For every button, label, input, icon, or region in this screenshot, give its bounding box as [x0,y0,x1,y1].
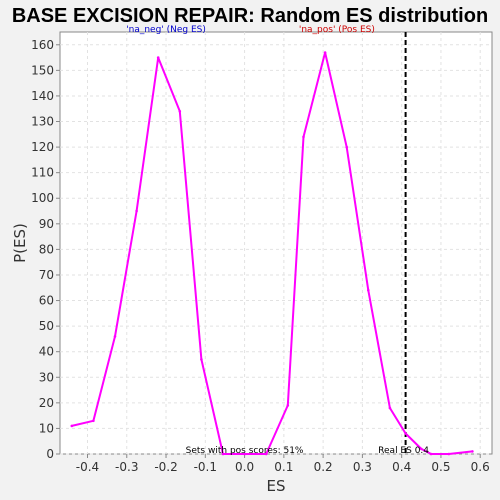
x-tick-label: -0.2 [154,460,177,474]
x-tick-label: 0.1 [274,460,293,474]
y-tick-label: 60 [39,294,54,308]
data-point [447,452,451,456]
x-tick-label: -0.3 [115,460,138,474]
y-tick-label: 120 [31,140,54,154]
x-tick-label: 0.6 [471,460,490,474]
y-tick-label: 100 [31,191,54,205]
data-point [345,145,349,149]
data-point [420,447,423,451]
y-tick-label: 30 [39,370,54,384]
pos-es-legend-label: 'na_pos' (Pos ES) [299,25,375,35]
data-point [221,452,225,456]
data-point [243,452,246,456]
x-tick-label: 0.3 [353,460,372,474]
y-tick-label: 90 [39,217,54,231]
data-point [156,56,160,59]
data-point [286,404,290,407]
data-point [264,452,268,456]
data-point [302,135,305,139]
data-point [388,406,392,410]
y-tick-label: 140 [31,89,54,103]
pos-scores-note: Sets with pos scores: 51% [186,446,304,456]
neg-es-legend-label: 'na_neg' (Neg ES) [126,25,206,35]
y-tick-label: 20 [39,396,54,410]
data-point [92,419,95,423]
x-axis-label: ES [267,477,286,495]
y-tick-label: 40 [39,345,54,359]
chart-title: BASE EXCISION REPAIR: Random ES distribu… [12,5,488,27]
y-tick-label: 110 [31,166,54,180]
y-axis-ticks: 0 10 20 30 40 50 60 70 80 90 100 110 120 130 140 150 160 [31,38,60,461]
x-tick-label: 0.5 [431,460,450,474]
y-tick-label: 80 [39,242,54,256]
y-tick-label: 160 [31,38,54,52]
data-point [135,209,138,213]
x-tick-label: -0.1 [194,460,217,474]
data-point [323,51,327,54]
data-point [113,335,117,338]
y-tick-label: 70 [39,268,54,282]
y-tick-label: 50 [39,319,54,333]
x-tick-label: 0.2 [314,460,333,474]
data-point [471,450,474,453]
x-tick-label: -0.4 [76,460,99,474]
y-tick-label: 150 [31,63,54,77]
y-tick-label: 0 [46,447,54,461]
data-point [70,424,74,428]
y-axis-label: P(ES) [11,223,29,263]
grid-layer [60,32,492,455]
data-point [429,452,433,456]
x-tick-label: 0.0 [235,460,254,474]
data-point [178,110,182,113]
series-layer [70,51,474,456]
data-point [200,358,203,361]
annotation-layer: 'na_neg' (Neg ES) 'na_pos' (Pos ES) Sets w… [126,25,429,456]
data-point [367,289,370,292]
y-tick-label: 130 [31,115,54,129]
real-es-label: Real ES 0.4 [378,446,429,456]
y-tick-label: 10 [39,421,54,435]
x-axis-ticks: -0.4 -0.3 -0.2 -0.1 0.0 0.1 0.2 0.3 0.4 0.5 0.6 [76,454,490,474]
data-point [404,432,407,435]
plot-area [59,31,493,455]
x-tick-label: 0.4 [392,460,411,474]
